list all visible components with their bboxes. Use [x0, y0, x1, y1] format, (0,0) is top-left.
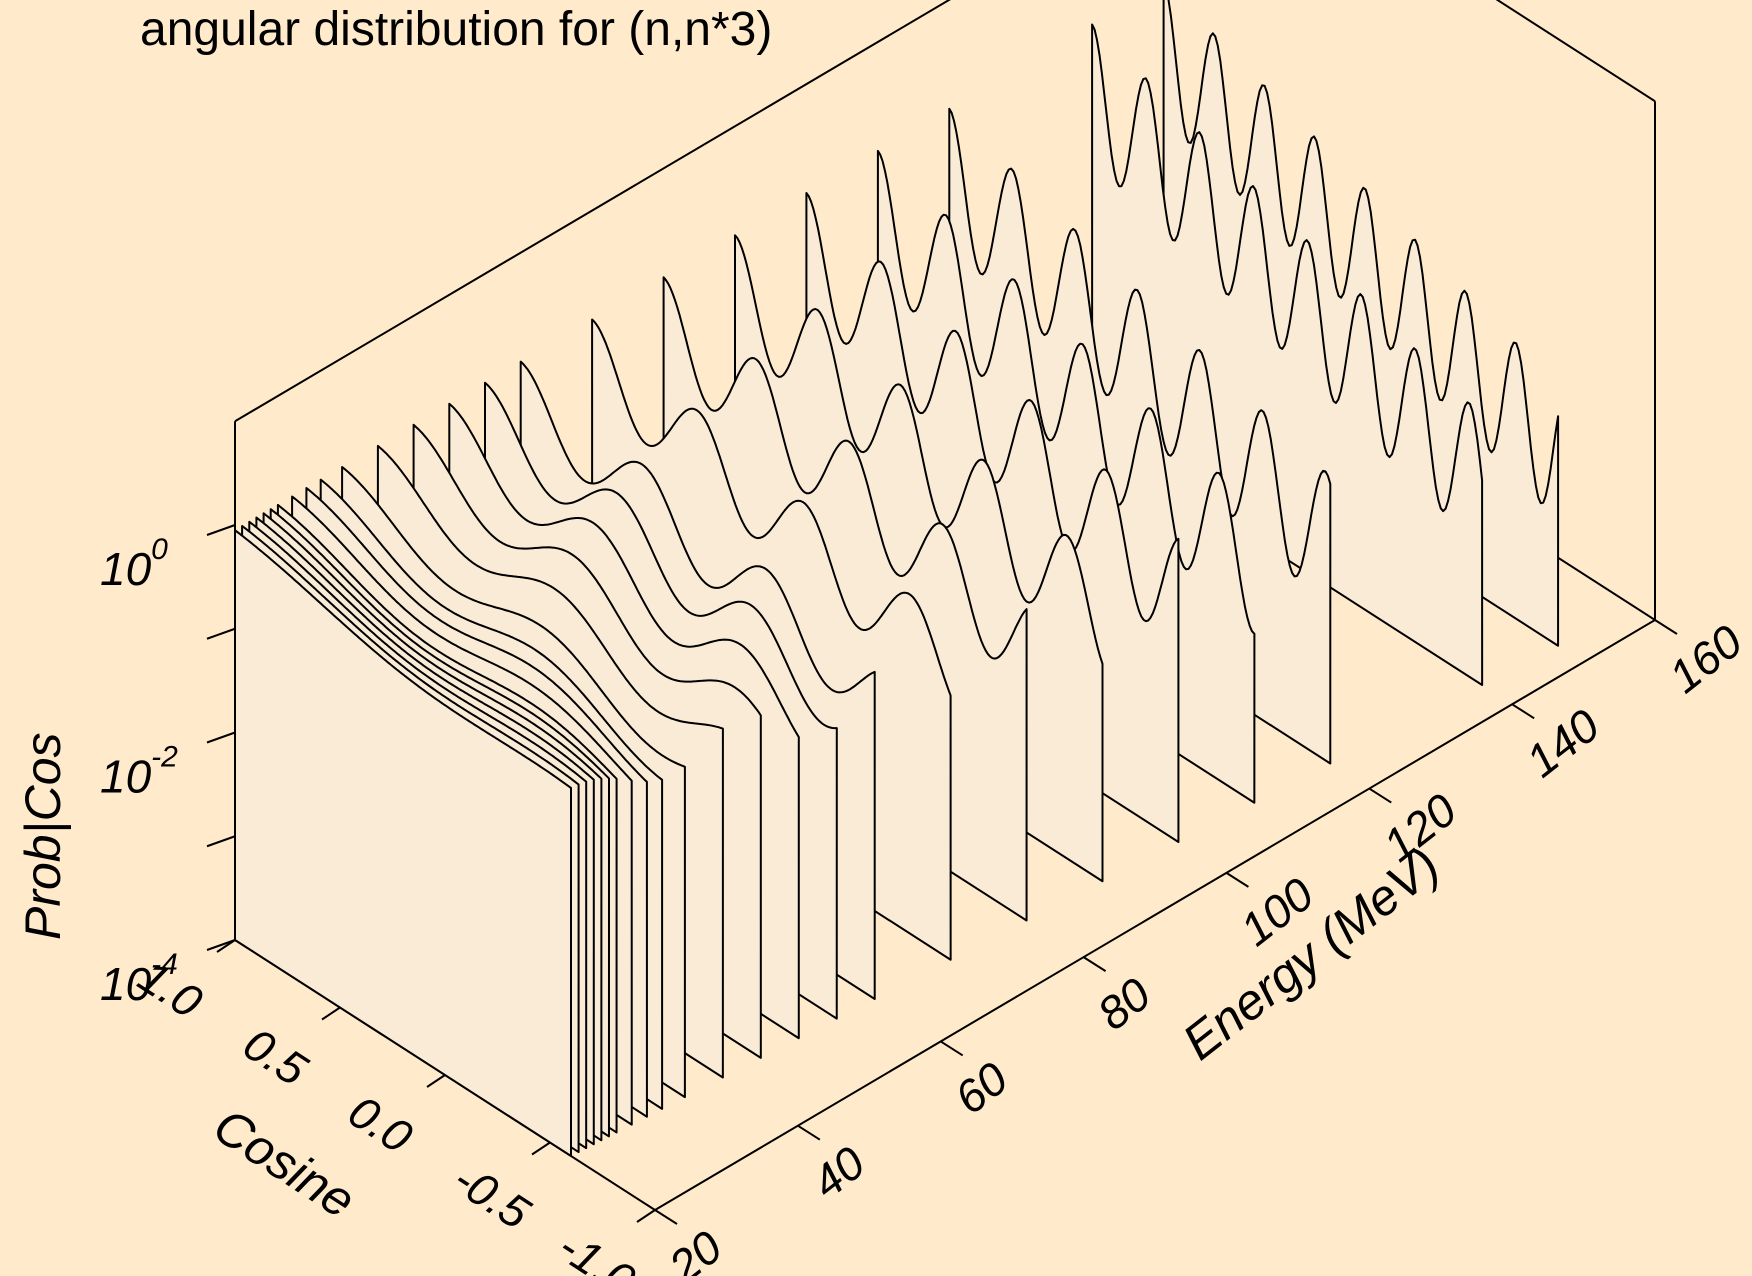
y-tick-label: 160: [1659, 614, 1752, 702]
y-tick-label: 20: [658, 1220, 731, 1276]
x-tick-label: 0.0: [340, 1085, 422, 1164]
chart-title: angular distribution for (n,n*3): [140, 3, 772, 56]
series-curve-20: [234, 529, 572, 1157]
y-tick: [1511, 703, 1535, 720]
x-tick-label: -0.5: [445, 1152, 540, 1239]
z-tick: [206, 524, 236, 536]
z-tick-label: 100: [100, 533, 168, 595]
box-edge: [1495, 0, 1656, 103]
x-axis-title: Cosine: [204, 1097, 365, 1229]
y-tick: [654, 1209, 678, 1225]
z-tick: [206, 939, 236, 951]
series-curve-140: [1091, 23, 1484, 686]
box-edge: [654, 619, 1656, 1211]
y-tick: [1654, 619, 1678, 635]
z-tick-label: 10-4: [100, 948, 178, 1010]
y-tick-label: 40: [802, 1136, 875, 1209]
x-tick: [636, 1209, 656, 1223]
z-tick: [206, 835, 236, 848]
y-axis-title: Energy (MeV): [1172, 837, 1450, 1071]
z-tick-label: 10-2: [100, 741, 178, 803]
y-tick: [1083, 956, 1107, 972]
y-tick: [1225, 872, 1249, 888]
y-tick: [797, 1124, 821, 1141]
z-tick: [206, 627, 236, 640]
x-tick: [531, 1141, 551, 1156]
y-tick-label: 60: [945, 1052, 1018, 1125]
x-tick: [321, 1006, 341, 1021]
y-tick-label: 140: [1516, 699, 1609, 787]
z-tick: [206, 731, 236, 744]
curves: [234, 0, 1560, 1157]
box-edge: [234, 0, 951, 423]
x-tick-label: 0.5: [235, 1017, 317, 1096]
x-tick-label: -1.0: [550, 1220, 645, 1276]
x-tick: [426, 1074, 446, 1088]
y-tick: [1368, 787, 1392, 804]
y-tick: [940, 1040, 964, 1057]
z-axis-title: Prob|Cos: [15, 732, 72, 940]
y-tick-label: 80: [1088, 967, 1161, 1040]
